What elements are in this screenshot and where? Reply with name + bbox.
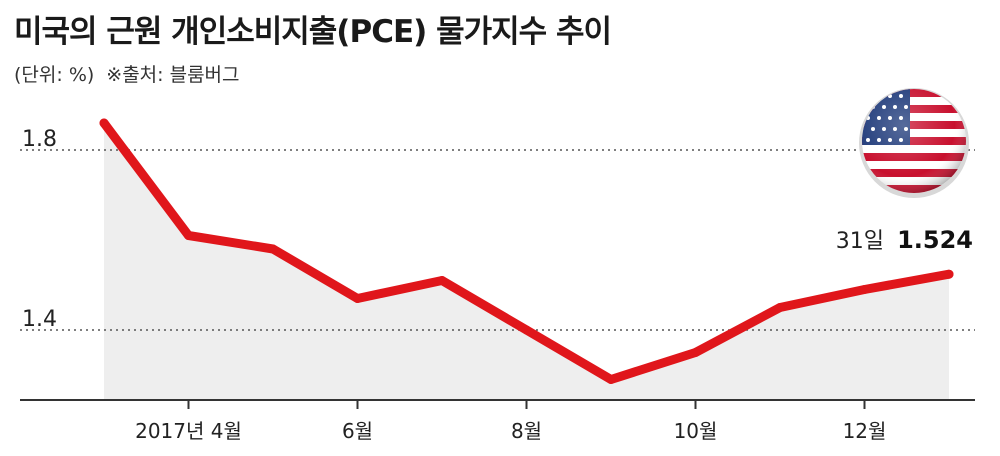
x-tick-label: 2017년 4월	[135, 419, 242, 443]
area-fill	[104, 123, 949, 400]
x-tick-label: 10월	[674, 419, 718, 443]
unit-label: (단위: %)	[14, 64, 95, 86]
last-value-annotation: 31일 1.524	[836, 226, 973, 254]
chart-title: 미국의 근원 개인소비지출(PCE) 물가지수 추이	[14, 14, 612, 50]
x-tick-label: 12월	[843, 419, 887, 443]
data-point	[437, 276, 447, 285]
y-tick-label: 1.4	[22, 307, 57, 332]
x-tick-label: 8월	[511, 419, 542, 443]
data-point	[775, 303, 785, 312]
data-point	[522, 325, 531, 335]
y-tick-label: 1.8	[22, 127, 57, 152]
data-point	[860, 285, 869, 294]
last-date-label: 31일	[836, 229, 884, 254]
chart-subtitle: (단위: %) ※출처: 블룸버그	[14, 60, 240, 87]
last-value-label: 1.524	[897, 226, 973, 254]
data-point	[691, 348, 700, 357]
x-tick-label: 6월	[342, 419, 373, 443]
us-flag-icon	[859, 88, 969, 198]
source-label: ※출처: 블룸버그	[106, 64, 240, 86]
data-point	[353, 294, 362, 303]
data-point	[606, 375, 616, 384]
data-point	[184, 231, 193, 240]
data-point	[99, 118, 109, 128]
data-point	[268, 244, 278, 254]
data-point	[944, 269, 954, 279]
